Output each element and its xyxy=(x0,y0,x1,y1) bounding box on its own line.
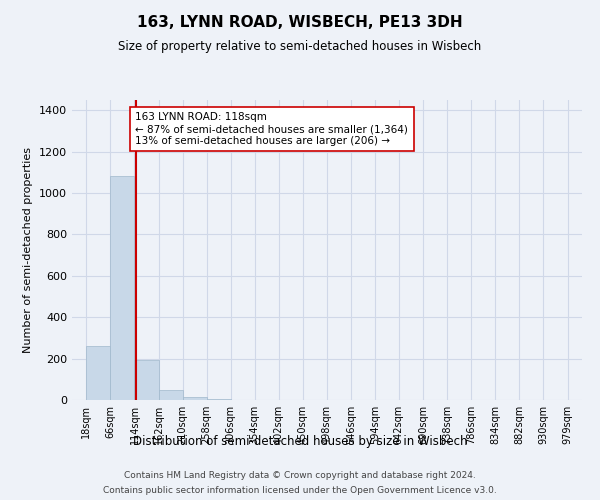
Bar xyxy=(182,397,206,400)
Text: 163 LYNN ROAD: 118sqm
← 87% of semi-detached houses are smaller (1,364)
13% of s: 163 LYNN ROAD: 118sqm ← 87% of semi-deta… xyxy=(136,112,409,146)
Bar xyxy=(158,390,182,400)
Bar xyxy=(86,346,110,400)
Bar xyxy=(110,176,134,400)
Text: Contains HM Land Registry data © Crown copyright and database right 2024.: Contains HM Land Registry data © Crown c… xyxy=(124,471,476,480)
Y-axis label: Number of semi-detached properties: Number of semi-detached properties xyxy=(23,147,34,353)
Text: Contains public sector information licensed under the Open Government Licence v3: Contains public sector information licen… xyxy=(103,486,497,495)
Text: Size of property relative to semi-detached houses in Wisbech: Size of property relative to semi-detach… xyxy=(118,40,482,53)
Text: 163, LYNN ROAD, WISBECH, PE13 3DH: 163, LYNN ROAD, WISBECH, PE13 3DH xyxy=(137,15,463,30)
Bar xyxy=(134,360,158,400)
Text: Distribution of semi-detached houses by size in Wisbech: Distribution of semi-detached houses by … xyxy=(133,435,467,448)
